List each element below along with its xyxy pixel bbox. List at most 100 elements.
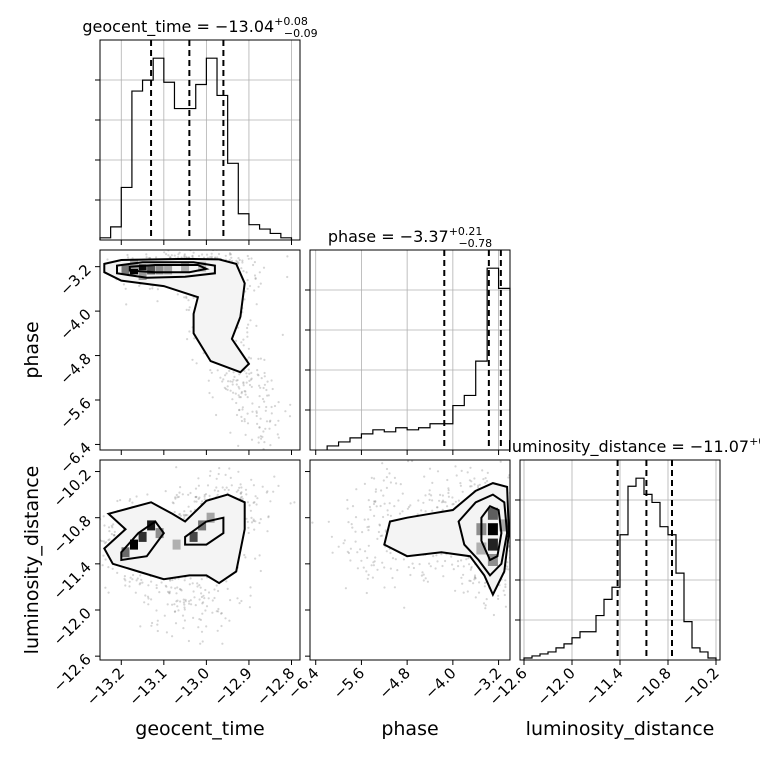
pg-point xyxy=(243,420,246,423)
pg-point xyxy=(281,333,284,336)
pg-point xyxy=(169,256,172,259)
dg-point xyxy=(156,623,159,626)
dg-point xyxy=(147,584,150,587)
dp-point xyxy=(478,581,481,584)
dg-point xyxy=(178,491,181,494)
pg-point xyxy=(232,391,235,394)
dg-point xyxy=(131,578,134,581)
pg-point xyxy=(95,259,97,261)
pg-point xyxy=(210,255,213,258)
dg-point xyxy=(207,597,210,600)
dg-point xyxy=(200,592,203,595)
pg-point xyxy=(191,254,194,257)
pg-point xyxy=(183,296,186,299)
dg-point xyxy=(221,642,224,645)
dp-point xyxy=(373,514,376,518)
pg-point xyxy=(257,285,260,288)
pg-point xyxy=(262,266,266,269)
pg-point xyxy=(228,246,230,248)
dp-point xyxy=(440,553,443,556)
pg-point xyxy=(97,275,99,277)
pg-point xyxy=(263,441,266,444)
dp-point xyxy=(522,559,524,561)
pg-point xyxy=(185,296,188,300)
dp-point xyxy=(383,502,386,505)
xlabel-luminosity_distance: luminosity_distance xyxy=(526,718,715,740)
dp-point xyxy=(393,505,396,508)
pg-point xyxy=(263,400,266,403)
dp-point xyxy=(374,490,377,493)
pg-ytick-label-3: −4.0 xyxy=(56,305,94,343)
pg-point xyxy=(237,385,240,388)
pg-point xyxy=(196,245,198,247)
dp-point xyxy=(497,594,500,597)
dg-point xyxy=(184,514,187,517)
pg-point xyxy=(155,256,158,259)
dg-point xyxy=(181,614,185,617)
dg-point xyxy=(179,600,182,603)
pg-point xyxy=(265,388,268,392)
dp-point xyxy=(503,593,506,597)
dg-point xyxy=(195,496,198,499)
pg-point xyxy=(258,384,261,387)
pg-point xyxy=(244,393,247,396)
pg-point xyxy=(253,261,256,264)
dp-point xyxy=(442,500,445,503)
dg-point xyxy=(184,598,187,602)
dg-point xyxy=(254,557,257,560)
pg-point xyxy=(235,259,238,262)
dp-point xyxy=(438,499,441,502)
hist-phase-title: phase = −3.37+0.21 −0.78 xyxy=(328,225,492,250)
pg-density-bin xyxy=(147,264,156,275)
dg-point xyxy=(156,619,159,622)
dp-point xyxy=(484,607,487,610)
pg-point xyxy=(106,258,109,261)
dg-point xyxy=(165,631,168,634)
dp-point xyxy=(470,485,473,488)
pg-point xyxy=(246,396,249,399)
dp-point xyxy=(454,500,457,503)
dp-point xyxy=(462,591,465,594)
pg-point xyxy=(236,379,239,382)
dg-point xyxy=(113,530,116,534)
dg-point xyxy=(200,630,204,633)
dg-point xyxy=(116,571,119,575)
pg-point xyxy=(242,384,245,387)
pg-point xyxy=(216,256,219,259)
dp-point xyxy=(367,544,370,547)
dg-point xyxy=(190,603,193,606)
pg-point xyxy=(246,422,250,425)
pg-point xyxy=(251,402,254,405)
pg-point xyxy=(240,267,243,270)
dg-point xyxy=(225,580,228,583)
dg-point xyxy=(174,622,178,625)
dp-region-fill xyxy=(384,483,509,595)
hist-dist-xtick-label-4: −10.2 xyxy=(678,664,723,709)
dp-point xyxy=(459,484,462,487)
pg-point xyxy=(289,403,292,406)
dg-point xyxy=(269,500,272,503)
dg-point xyxy=(102,515,105,518)
hist-dist-title-plus: +0.32 xyxy=(749,435,760,448)
pg-point xyxy=(192,251,195,254)
dg-point xyxy=(187,505,190,508)
dp-point xyxy=(435,506,439,509)
dp-point xyxy=(441,564,444,568)
hist-phase-title-plus: +0.21 xyxy=(449,225,483,238)
dg-point xyxy=(215,610,218,613)
pg-point xyxy=(268,427,271,430)
pg-point xyxy=(270,379,273,382)
dg-density-bin xyxy=(130,539,138,550)
dg-point xyxy=(192,590,195,593)
pg-point xyxy=(235,379,238,382)
dp-point xyxy=(366,556,369,560)
dp-point xyxy=(446,505,449,508)
xlabel-geocent_time: geocent_time xyxy=(135,718,264,740)
dg-point xyxy=(196,582,199,585)
hist-dist-step xyxy=(523,477,717,660)
dp-point xyxy=(424,494,427,497)
dg-point xyxy=(146,595,150,598)
pg-point xyxy=(277,401,280,404)
dp-point xyxy=(516,536,518,538)
dp-point xyxy=(515,558,517,560)
